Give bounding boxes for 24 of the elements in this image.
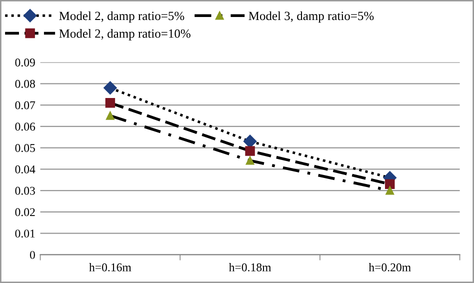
point [106,112,114,120]
legend-label: Model 2, damp ratio=10% [59,28,190,40]
x-tick-label: h=0.20m [368,263,411,272]
y-tick-label: 0.04 [15,165,36,174]
point [385,179,395,189]
point [243,134,257,148]
y-tick-label: 0.07 [15,101,36,110]
y-tick-label: 0.02 [15,208,35,216]
y-tick-label: 0.09 [15,58,35,67]
point [105,98,116,108]
point [386,186,394,195]
y-tick-label: 0.06 [15,122,36,131]
legend-label: Model 2, damp ratio=5% [59,11,184,23]
y-tick-label: 0.03 [15,186,35,195]
point [245,146,255,156]
y-tick-label: 0.05 [15,144,35,152]
y-tick-label: 0 [30,250,35,259]
y-tick-label: 0.08 [15,80,35,88]
legend-label: Model 3, damp ratio=5% [248,11,374,23]
x-tick-label: h=0.16m [89,263,132,272]
y-tick-label: 0.01 [15,230,35,238]
point [246,156,254,165]
point [104,81,117,95]
x-tick-label: h=0.18m [228,263,272,272]
